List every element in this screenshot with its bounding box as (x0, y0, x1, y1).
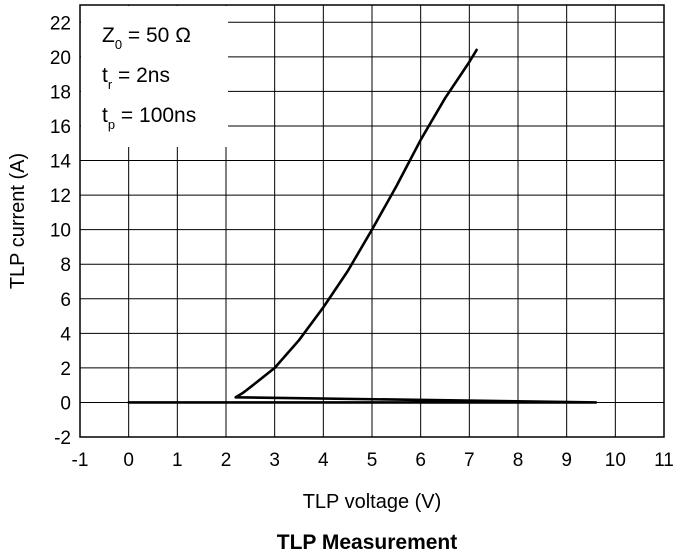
y-tick-label: 22 (50, 13, 71, 34)
x-axis-title: TLP voltage (V) (303, 491, 442, 513)
x-tick-label: 11 (654, 450, 674, 471)
x-tick-label: 4 (318, 450, 329, 471)
y-tick-label: 0 (60, 393, 71, 414)
y-tick-label: 6 (60, 290, 71, 311)
y-tick-label: 20 (50, 48, 71, 69)
x-tick-label: 2 (221, 450, 232, 471)
legend-entry: tp = 100ns (102, 104, 196, 132)
x-tick-label: 9 (561, 450, 572, 471)
series-line (127, 48, 598, 404)
y-tick-label: 4 (60, 324, 71, 345)
plot-frame (79, 4, 665, 438)
x-tick-label: 0 (123, 450, 134, 471)
y-tick-label: 14 (50, 152, 72, 173)
legend-box: Z0 = 50 Ω tr = 2ns tp = 100ns (81, 6, 228, 147)
chart-caption: TLP Measurement (277, 531, 458, 554)
x-tick-label: 7 (464, 450, 475, 471)
y-tick-label: 18 (50, 82, 71, 103)
y-tick-label: -2 (54, 428, 71, 449)
y-axis-title: TLP current (A) (7, 153, 29, 289)
legend-entry: Z0 = 50 Ω (102, 24, 191, 52)
legend-background (81, 6, 228, 147)
y-tick-label: 12 (50, 186, 71, 207)
legend-entry: tr = 2ns (102, 64, 170, 92)
y-tick-label: 8 (60, 255, 71, 276)
y-tick-label: 10 (50, 221, 71, 242)
x-tick-label: 3 (269, 450, 280, 471)
x-tick-label: 10 (605, 450, 626, 471)
x-tick-label: 8 (513, 450, 524, 471)
x-tick-label: 5 (367, 450, 378, 471)
x-tick-label: 6 (415, 450, 426, 471)
x-tick-label: -1 (72, 450, 89, 471)
y-tick-label: 16 (50, 117, 71, 138)
y-tick-label: 2 (60, 359, 71, 380)
x-tick-label: 1 (172, 450, 183, 471)
